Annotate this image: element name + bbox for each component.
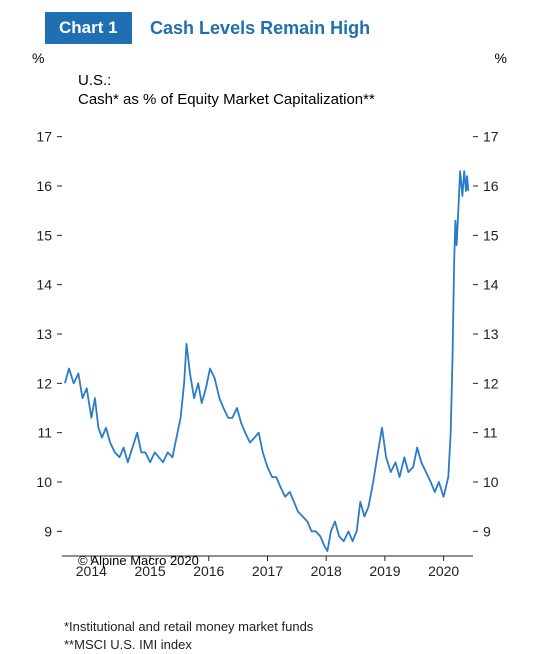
svg-text:17: 17 — [36, 129, 52, 145]
svg-text:14: 14 — [36, 277, 52, 293]
svg-text:14: 14 — [483, 277, 499, 293]
svg-text:2017: 2017 — [252, 563, 283, 579]
svg-text:11: 11 — [483, 425, 498, 441]
line-chart-svg: 9910101111121213131414151516161717201420… — [0, 54, 535, 614]
svg-text:2020: 2020 — [428, 563, 459, 579]
footnote-2: **MSCI U.S. IMI index — [64, 636, 535, 654]
svg-text:12: 12 — [483, 375, 499, 391]
chart-copyright: © Alpine Macro 2020 — [78, 553, 199, 568]
chart-badge: Chart 1 — [45, 12, 132, 44]
svg-text:10: 10 — [36, 474, 52, 490]
svg-text:2019: 2019 — [369, 563, 400, 579]
svg-text:12: 12 — [36, 375, 52, 391]
svg-text:17: 17 — [483, 129, 499, 145]
svg-text:16: 16 — [483, 178, 499, 194]
svg-text:2018: 2018 — [311, 563, 342, 579]
footnote-1: *Institutional and retail money market f… — [64, 618, 535, 636]
chart-title: Cash Levels Remain High — [150, 18, 370, 39]
svg-text:13: 13 — [36, 326, 52, 342]
svg-text:11: 11 — [37, 425, 52, 441]
chart-footnotes: *Institutional and retail money market f… — [64, 618, 535, 653]
svg-text:16: 16 — [36, 178, 52, 194]
svg-text:10: 10 — [483, 474, 499, 490]
svg-text:9: 9 — [44, 523, 52, 539]
chart-area: 9910101111121213131414151516161717201420… — [0, 54, 535, 614]
svg-text:9: 9 — [483, 523, 491, 539]
svg-text:15: 15 — [483, 227, 499, 243]
svg-text:15: 15 — [36, 227, 52, 243]
svg-text:13: 13 — [483, 326, 499, 342]
